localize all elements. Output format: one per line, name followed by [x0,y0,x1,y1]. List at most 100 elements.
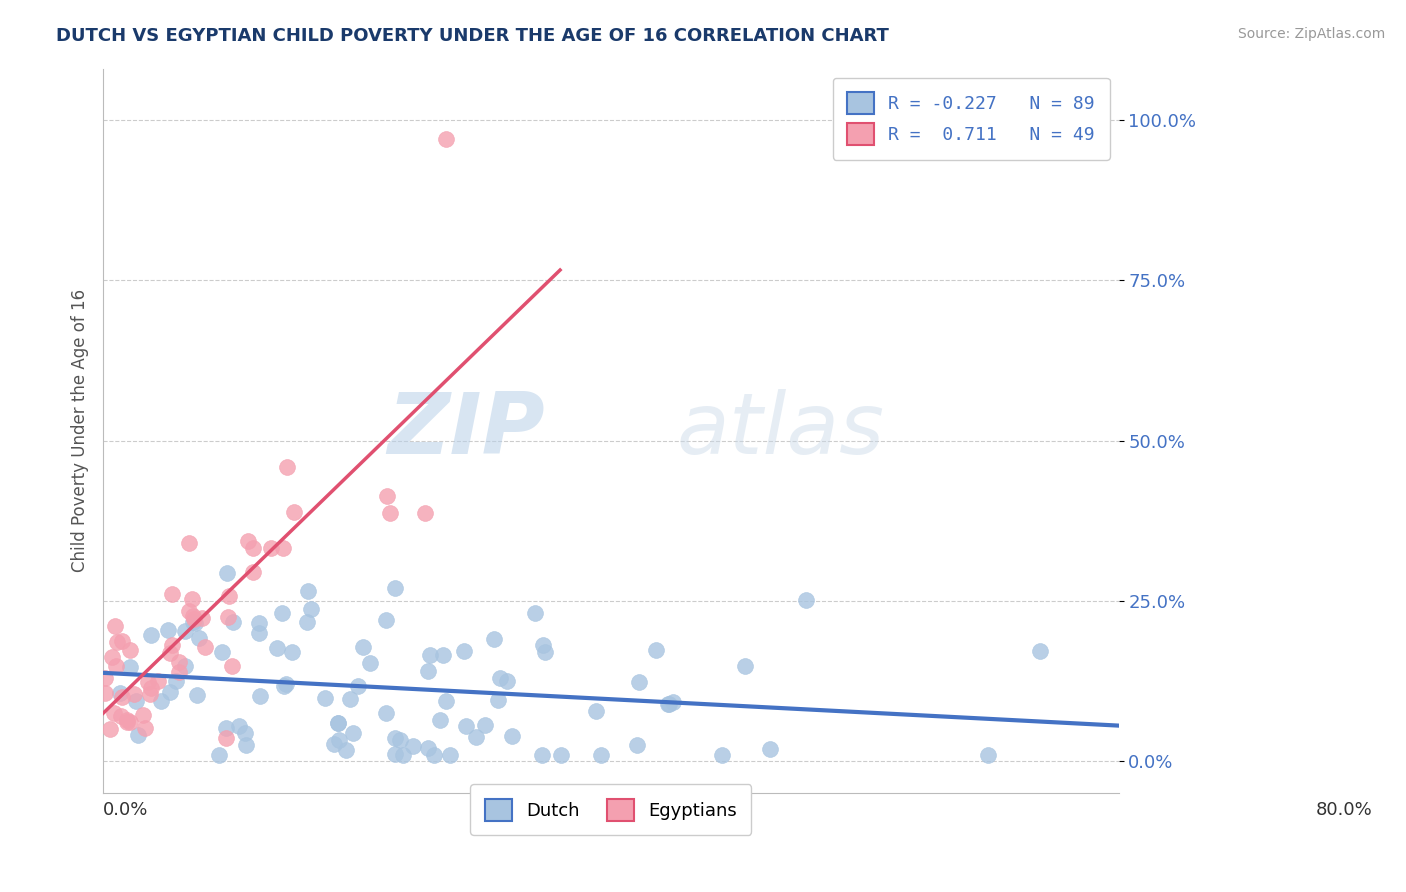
Point [117,715,139,730]
Point [297,584,319,599]
Point [794,593,817,607]
Point [165,673,187,688]
Point [159,685,181,699]
Point [378,507,401,521]
Point [221,659,243,673]
Legend: Dutch, Egyptians: Dutch, Egyptians [470,784,751,835]
Point [160,639,183,653]
Point [104,619,127,633]
Point [183,612,205,626]
Text: atlas: atlas [676,390,884,473]
Point [335,743,357,757]
Point [977,747,1000,762]
Point [127,728,149,742]
Point [94,686,117,700]
Point [183,615,205,629]
Point [122,687,145,701]
Point [353,640,375,654]
Point [236,533,259,548]
Point [482,632,505,647]
Point [118,660,141,674]
Point [138,687,160,701]
Point [222,615,245,629]
Point [496,673,519,688]
Point [98,722,121,736]
Point [384,747,406,761]
Point [120,643,142,657]
Point [710,747,733,762]
Point [323,737,346,751]
Point [464,730,486,744]
Point [104,659,127,673]
Point [146,674,169,689]
Point [139,627,162,641]
Point [177,536,200,550]
Point [247,625,270,640]
Point [453,643,475,657]
Point [384,582,406,596]
Point [657,698,679,712]
Point [159,646,181,660]
Point [295,615,318,629]
Point [524,606,547,620]
Point [384,731,406,746]
Point [339,692,361,706]
Point [273,680,295,694]
Point [531,747,554,762]
Point [434,694,457,708]
Point [314,691,336,706]
Point [242,541,264,555]
Point [105,634,128,648]
Point [1028,644,1050,658]
Point [474,718,496,732]
Point [211,645,233,659]
Point [326,715,349,730]
Point [134,722,156,736]
Point [179,604,201,618]
Point [281,645,304,659]
Point [550,747,572,762]
Point [139,681,162,696]
Point [374,613,396,627]
Point [94,671,117,685]
Point [534,645,557,659]
Point [276,677,298,691]
Point [149,694,172,708]
Point [125,694,148,708]
Point [160,587,183,601]
Point [215,722,238,736]
Point [266,640,288,655]
Point [419,648,441,662]
Point [486,692,509,706]
Point [392,747,415,762]
Point [432,648,454,662]
Point [734,659,756,673]
Point [585,704,607,718]
Point [328,732,350,747]
Point [180,592,202,607]
Point [111,634,134,648]
Point [169,656,191,670]
Point [103,706,125,720]
Point [215,731,238,745]
Text: DUTCH VS EGYPTIAN CHILD POVERTY UNDER THE AGE OF 16 CORRELATION CHART: DUTCH VS EGYPTIAN CHILD POVERTY UNDER TH… [56,27,889,45]
Point [181,608,204,623]
Point [644,642,666,657]
Point [758,741,780,756]
Point [186,689,208,703]
Point [188,631,211,645]
Text: 0.0%: 0.0% [103,801,149,819]
Point [249,689,271,703]
Point [276,459,298,474]
Point [416,740,439,755]
Point [271,541,294,555]
Point [342,726,364,740]
Point [100,649,122,664]
Point [429,713,451,727]
Point [377,489,399,503]
Text: Source: ZipAtlas.com: Source: ZipAtlas.com [1237,27,1385,41]
Point [628,675,651,690]
Point [228,719,250,733]
Point [454,719,477,733]
Point [501,729,523,743]
